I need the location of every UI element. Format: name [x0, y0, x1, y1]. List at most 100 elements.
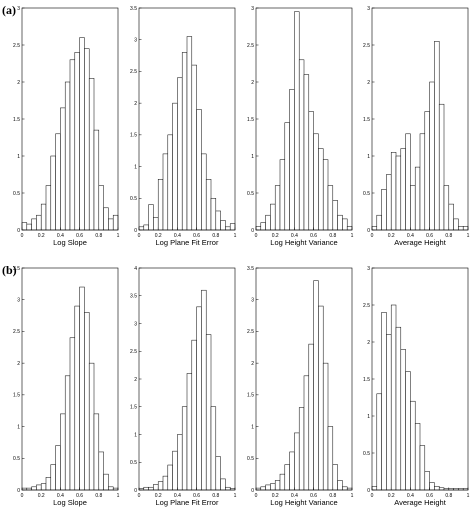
- y-tick-label: 1.5: [247, 393, 254, 399]
- y-tick-label: 3: [251, 6, 254, 12]
- y-tick-label: 2: [17, 361, 20, 367]
- y-tick-label: 3.5: [247, 266, 254, 272]
- x-tick-label: 0.8: [95, 233, 102, 239]
- y-tick-label: 3.5: [13, 266, 20, 272]
- x-axis-label: Average Height: [394, 238, 446, 247]
- x-tick-label: 0.4: [57, 233, 64, 239]
- histogram-bar: [60, 413, 66, 491]
- x-tick-label: 0: [138, 233, 141, 239]
- histogram-bar: [381, 312, 387, 491]
- x-tick-label: 0.4: [174, 493, 181, 499]
- histogram-bar: [390, 152, 397, 231]
- histogram-bar: [274, 480, 281, 491]
- histogram-bar: [31, 486, 37, 491]
- x-tick-label: 0.8: [212, 493, 219, 499]
- histogram-bar: [103, 207, 109, 231]
- x-axis-label: Log Plane Fit Error: [156, 498, 219, 507]
- histogram-bar: [346, 226, 353, 231]
- y-tick-label: 1: [367, 414, 370, 420]
- y-tick-label: 1.5: [363, 117, 370, 123]
- y-tick-label: 2: [367, 80, 370, 86]
- y-tick-label: 3: [134, 38, 137, 44]
- x-axis-label: Log Height Variance: [270, 498, 337, 507]
- histogram-bar: [45, 477, 52, 491]
- histogram-bar: [40, 203, 47, 231]
- x-tick-label: 0.2: [155, 493, 162, 499]
- histogram-bar: [298, 407, 305, 491]
- histogram-bar: [448, 203, 454, 231]
- y-tick-label: 0.5: [247, 456, 254, 462]
- histogram-bar: [313, 133, 319, 231]
- x-tick-label: 0.8: [329, 233, 336, 239]
- histogram-bar: [69, 337, 76, 491]
- y-tick-label: 3: [17, 6, 20, 12]
- histogram-bar: [186, 36, 193, 231]
- y-tick-label: 0.5: [13, 191, 20, 197]
- histogram-bar: [395, 155, 402, 231]
- y-tick-label: 0: [134, 488, 137, 494]
- x-tick-label: 0: [371, 493, 374, 499]
- x-tick-label: 0.8: [445, 233, 452, 239]
- histogram-bar: [270, 203, 276, 231]
- row-label-a: (a): [2, 3, 16, 17]
- histogram-bar: [400, 148, 406, 231]
- histogram-bar: [172, 102, 178, 231]
- histogram-bar: [298, 59, 305, 231]
- histogram-bar: [255, 226, 262, 231]
- y-tick-label: 1: [367, 154, 370, 160]
- histogram-bar: [260, 222, 266, 231]
- y-tick-label: 1: [17, 154, 20, 160]
- x-tick-label: 0.4: [407, 493, 414, 499]
- histogram-bar: [284, 122, 290, 231]
- y-tick-label: 0.5: [13, 456, 20, 462]
- plot-frame: [255, 267, 353, 491]
- x-tick-label: 0.8: [95, 493, 102, 499]
- histogram-bar: [69, 59, 76, 231]
- histogram-bar: [108, 218, 114, 231]
- histogram-bar: [148, 204, 154, 231]
- y-tick-label: 3.5: [130, 294, 137, 300]
- histogram-bar: [103, 473, 109, 491]
- histogram-bar: [386, 174, 392, 231]
- histogram-bar: [225, 226, 231, 231]
- x-tick-label: 0.4: [291, 493, 298, 499]
- histogram-bar: [210, 406, 217, 491]
- x-axis-label: Log Slope: [53, 498, 87, 507]
- histogram-bar: [386, 334, 392, 491]
- histogram-bar: [60, 107, 66, 231]
- y-tick-label: 1: [17, 424, 20, 430]
- histogram-bar: [196, 306, 202, 491]
- histogram-bar: [322, 362, 329, 491]
- histogram-bar: [196, 109, 202, 231]
- histogram-bar: [167, 134, 173, 231]
- x-axis-label: Log Height Variance: [270, 238, 337, 247]
- x-tick-label: 0.4: [407, 233, 414, 239]
- histogram-bar: [405, 133, 411, 231]
- x-axis-label: Log Slope: [53, 238, 87, 247]
- histogram-bar: [26, 223, 32, 231]
- histogram-bar: [50, 155, 56, 231]
- histogram-bar: [181, 406, 188, 491]
- histogram-bar: [381, 189, 387, 231]
- x-axis-label: Average Height: [394, 498, 446, 507]
- y-tick-label: 0.5: [363, 451, 370, 457]
- x-tick-label: 0.2: [272, 493, 279, 499]
- x-tick-label: 0.6: [310, 493, 317, 499]
- y-tick-label: 0: [17, 228, 20, 234]
- x-tick-label: 0: [21, 233, 24, 239]
- histogram-bar: [260, 486, 266, 491]
- histogram-bar: [342, 218, 348, 231]
- x-tick-label: 0: [21, 493, 24, 499]
- x-tick-label: 1: [467, 493, 470, 499]
- histogram-bar: [93, 413, 100, 491]
- histogram-bar: [40, 483, 47, 491]
- histogram-bar: [390, 304, 397, 491]
- histogram-panel-6: 0 0.5 1 1.5 2 2.5 3 3.5 4 0 0.2 0.4 0.6 0.8 1 Log Plane…: [130, 266, 237, 507]
- histogram-bar: [265, 214, 271, 231]
- histogram-bar: [220, 478, 226, 491]
- y-tick-label: 0.5: [130, 196, 137, 202]
- histogram-bar: [376, 214, 382, 231]
- histogram-bar: [318, 305, 324, 491]
- histogram-bar: [462, 226, 469, 231]
- x-tick-label: 0.2: [38, 493, 45, 499]
